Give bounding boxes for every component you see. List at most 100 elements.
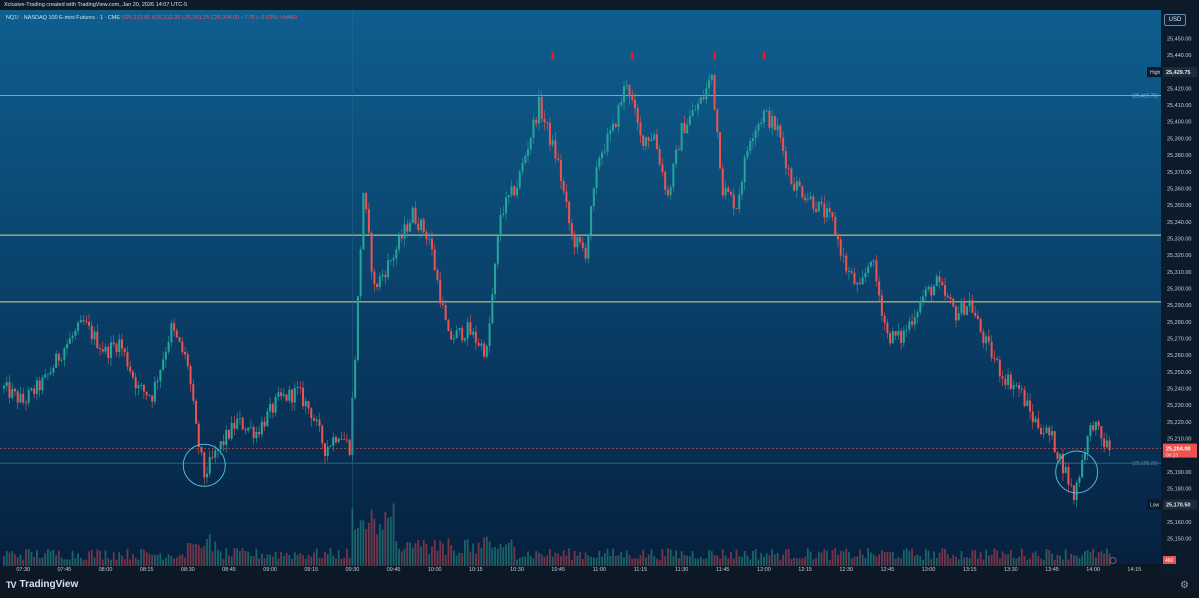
candle-body[interactable] (474, 331, 477, 343)
candle-body[interactable] (576, 236, 579, 248)
candle-body[interactable] (751, 138, 754, 141)
candle-body[interactable] (579, 236, 582, 243)
candle-body[interactable] (968, 300, 971, 307)
candle-body[interactable] (666, 189, 669, 196)
candle-body[interactable] (186, 354, 189, 367)
candle-body[interactable] (1089, 425, 1092, 437)
candle-body[interactable] (16, 391, 19, 403)
candle-body[interactable] (384, 274, 387, 278)
candle-body[interactable] (570, 223, 573, 237)
candle-body[interactable] (60, 359, 63, 361)
candle-body[interactable] (699, 97, 702, 104)
candle-body[interactable] (1061, 454, 1064, 474)
candle-body[interactable] (200, 446, 203, 453)
candle-body[interactable] (19, 393, 22, 403)
candle-body[interactable] (987, 336, 990, 342)
candle-body[interactable] (996, 358, 999, 361)
candle-body[interactable] (496, 236, 499, 264)
candle-body[interactable] (601, 152, 604, 159)
candle-body[interactable] (1009, 374, 1012, 389)
candle-body[interactable] (197, 423, 200, 447)
candle-body[interactable] (406, 224, 409, 232)
candle-body[interactable] (5, 382, 8, 386)
candle-body[interactable] (612, 123, 615, 131)
candle-body[interactable] (1092, 425, 1095, 431)
candle-body[interactable] (417, 223, 420, 231)
candle-body[interactable] (691, 110, 694, 117)
candle-body[interactable] (455, 330, 458, 339)
candle-body[interactable] (392, 258, 395, 261)
candle-body[interactable] (927, 286, 930, 290)
candle-body[interactable] (740, 182, 743, 195)
candle-body[interactable] (1026, 400, 1029, 406)
candle-body[interactable] (559, 159, 562, 182)
candle-body[interactable] (537, 96, 540, 124)
candle-body[interactable] (120, 339, 123, 349)
candle-body[interactable] (68, 338, 71, 344)
candlestick-chart[interactable]: (25,415.75) (25,195.25) ⬇ ⬇ ⬇ ⬇ 25,450.00 25,44… (0, 10, 1199, 574)
candle-body[interactable] (57, 353, 60, 361)
candle-body[interactable] (705, 88, 708, 100)
candle-body[interactable] (400, 235, 403, 239)
candle-body[interactable] (409, 222, 412, 232)
candle-body[interactable] (85, 321, 88, 322)
candle-body[interactable] (299, 387, 302, 388)
candle-body[interactable] (282, 394, 285, 396)
candle-body[interactable] (170, 323, 173, 343)
candle-body[interactable] (935, 276, 938, 287)
candle-body[interactable] (137, 385, 140, 389)
candle-body[interactable] (1083, 452, 1086, 461)
candle-body[interactable] (343, 439, 346, 441)
candle-body[interactable] (381, 274, 384, 277)
candle-body[interactable] (293, 388, 296, 403)
candle-body[interactable] (655, 134, 658, 150)
candle-body[interactable] (304, 401, 307, 407)
candle-body[interactable] (669, 187, 672, 196)
candle-body[interactable] (491, 294, 494, 324)
candle-body[interactable] (236, 418, 239, 429)
candle-body[interactable] (587, 234, 590, 259)
candle-body[interactable] (214, 450, 217, 458)
candle-body[interactable] (869, 261, 872, 267)
candle-body[interactable] (480, 343, 483, 346)
candle-body[interactable] (631, 96, 634, 100)
candle-body[interactable] (1042, 433, 1045, 435)
candle-body[interactable] (518, 171, 521, 188)
candle-body[interactable] (126, 352, 129, 367)
candle-body[interactable] (337, 438, 340, 443)
candle-body[interactable] (762, 110, 765, 123)
candle-body[interactable] (1023, 389, 1026, 406)
candle-body[interactable] (1064, 466, 1067, 474)
candle-body[interactable] (227, 429, 230, 439)
candle-body[interactable] (367, 209, 370, 233)
candle-body[interactable] (535, 119, 538, 124)
candle-body[interactable] (461, 328, 464, 341)
candle-body[interactable] (189, 366, 192, 385)
candle-body[interactable] (826, 208, 829, 218)
candle-body[interactable] (131, 371, 134, 378)
candle-body[interactable] (529, 137, 532, 150)
candle-body[interactable] (688, 116, 691, 125)
candle-body[interactable] (894, 331, 897, 336)
candle-body[interactable] (716, 109, 719, 133)
candle-body[interactable] (1108, 440, 1111, 450)
candle-body[interactable] (938, 276, 941, 282)
candle-body[interactable] (606, 133, 609, 152)
candle-body[interactable] (27, 390, 30, 403)
candle-body[interactable] (24, 402, 27, 404)
candle-body[interactable] (853, 272, 856, 285)
candle-body[interactable] (916, 312, 919, 318)
candle-body[interactable] (623, 86, 626, 103)
candle-body[interactable] (719, 132, 722, 169)
candle-body[interactable] (3, 385, 5, 389)
candle-body[interactable] (35, 380, 38, 395)
candle-body[interactable] (568, 201, 571, 224)
candle-body[interactable] (1018, 385, 1021, 389)
candle-body[interactable] (77, 322, 80, 331)
candle-body[interactable] (713, 74, 716, 110)
candle-body[interactable] (639, 122, 642, 136)
candle-body[interactable] (1045, 427, 1048, 434)
candle-body[interactable] (321, 425, 324, 444)
candle-body[interactable] (727, 187, 730, 193)
candle-body[interactable] (1004, 378, 1007, 385)
